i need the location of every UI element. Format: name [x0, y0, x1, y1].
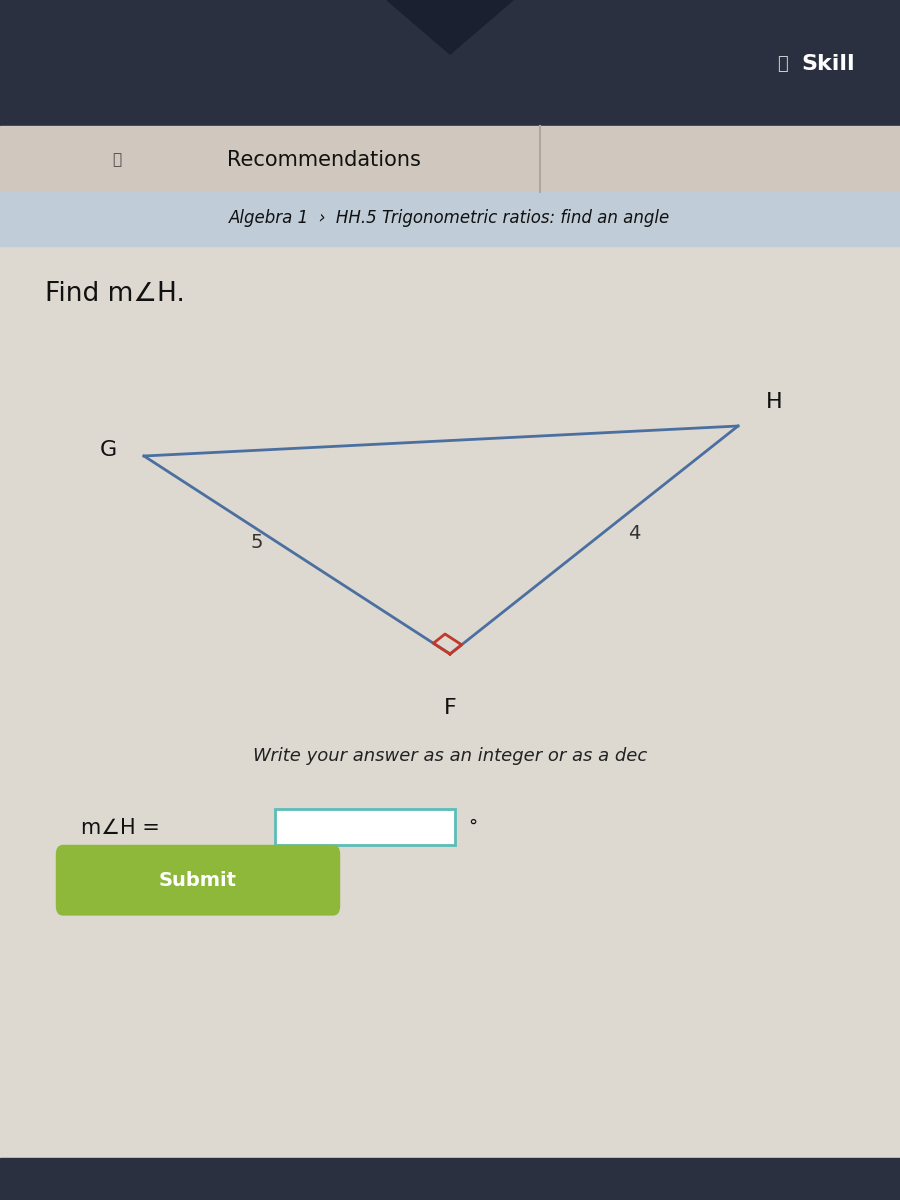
Polygon shape	[387, 0, 513, 54]
Text: Skill: Skill	[801, 54, 855, 73]
Text: Find m∠H.: Find m∠H.	[45, 281, 184, 307]
Text: 5: 5	[250, 534, 263, 552]
Text: G: G	[99, 440, 117, 460]
Text: °: °	[468, 818, 477, 835]
Text: 4: 4	[628, 524, 641, 544]
Text: H: H	[766, 392, 782, 412]
Text: m∠H =: m∠H =	[81, 818, 160, 838]
Bar	[0, 1158, 900, 1200]
Bar	[0, 126, 900, 192]
Text: F: F	[444, 698, 456, 718]
Text: Recommendations: Recommendations	[227, 150, 421, 169]
Text: Submit: Submit	[159, 871, 237, 889]
Bar	[274, 809, 454, 845]
Bar	[0, 0, 900, 126]
Bar	[0, 132, 900, 1158]
Bar	[0, 192, 900, 246]
Text: 📷: 📷	[778, 55, 788, 72]
Text: Write your answer as an integer or as a dec: Write your answer as an integer or as a …	[253, 746, 647, 766]
FancyBboxPatch shape	[56, 845, 340, 916]
Text: Algebra 1  ›  HH.5 Trigonometric ratios: find an angle: Algebra 1 › HH.5 Trigonometric ratios: f…	[230, 209, 670, 228]
Text: 🎤: 🎤	[112, 152, 122, 167]
